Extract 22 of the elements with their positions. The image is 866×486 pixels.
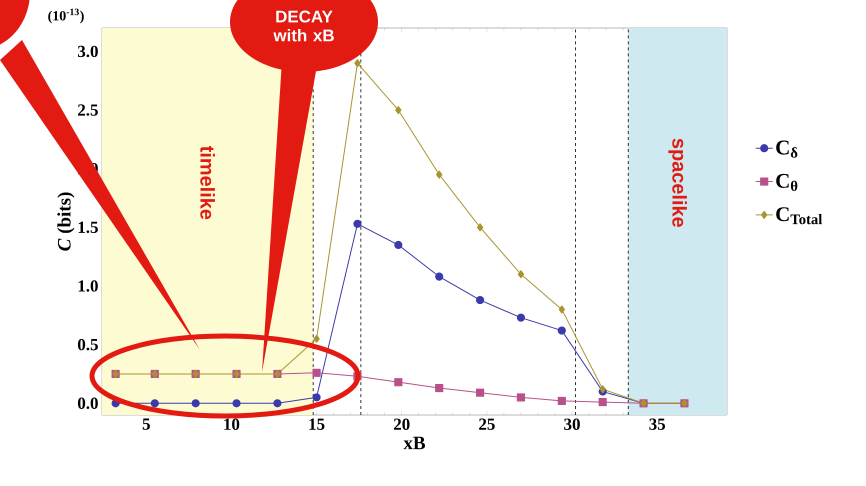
- y-tick-label: 2.5: [78, 104, 98, 116]
- x-tick-label: 30: [564, 418, 580, 430]
- legend-label: C$_{δ}$: [776, 140, 798, 158]
- y-tick-label: 1.5: [78, 222, 98, 234]
- band-label: timelike: [200, 146, 215, 220]
- y-tick-label: 3.0: [78, 46, 98, 58]
- annotation: DECAY with xB: [273, 10, 334, 42]
- x-axis-title: xB: [404, 436, 426, 450]
- x-tick-label: 20: [394, 418, 410, 430]
- y-tick-label: 0.5: [78, 338, 98, 350]
- legend-label: C$_{Total}$: [776, 207, 822, 224]
- text: (10$^{-13}$): [48, 8, 84, 24]
- x-tick-label: 5: [142, 418, 150, 430]
- x-tick-label: 15: [309, 418, 324, 430]
- legend-label: C$_{θ}$: [776, 174, 798, 191]
- y-tick-label: 1.0: [78, 280, 98, 292]
- x-tick-label: 25: [479, 418, 495, 430]
- x-tick-label: 10: [224, 418, 240, 430]
- y-tick-label: 0.0: [78, 398, 98, 410]
- x-tick-label: 35: [649, 418, 666, 430]
- band-label: spacelike: [668, 138, 687, 227]
- y-axis-title: C (bits): [57, 192, 74, 251]
